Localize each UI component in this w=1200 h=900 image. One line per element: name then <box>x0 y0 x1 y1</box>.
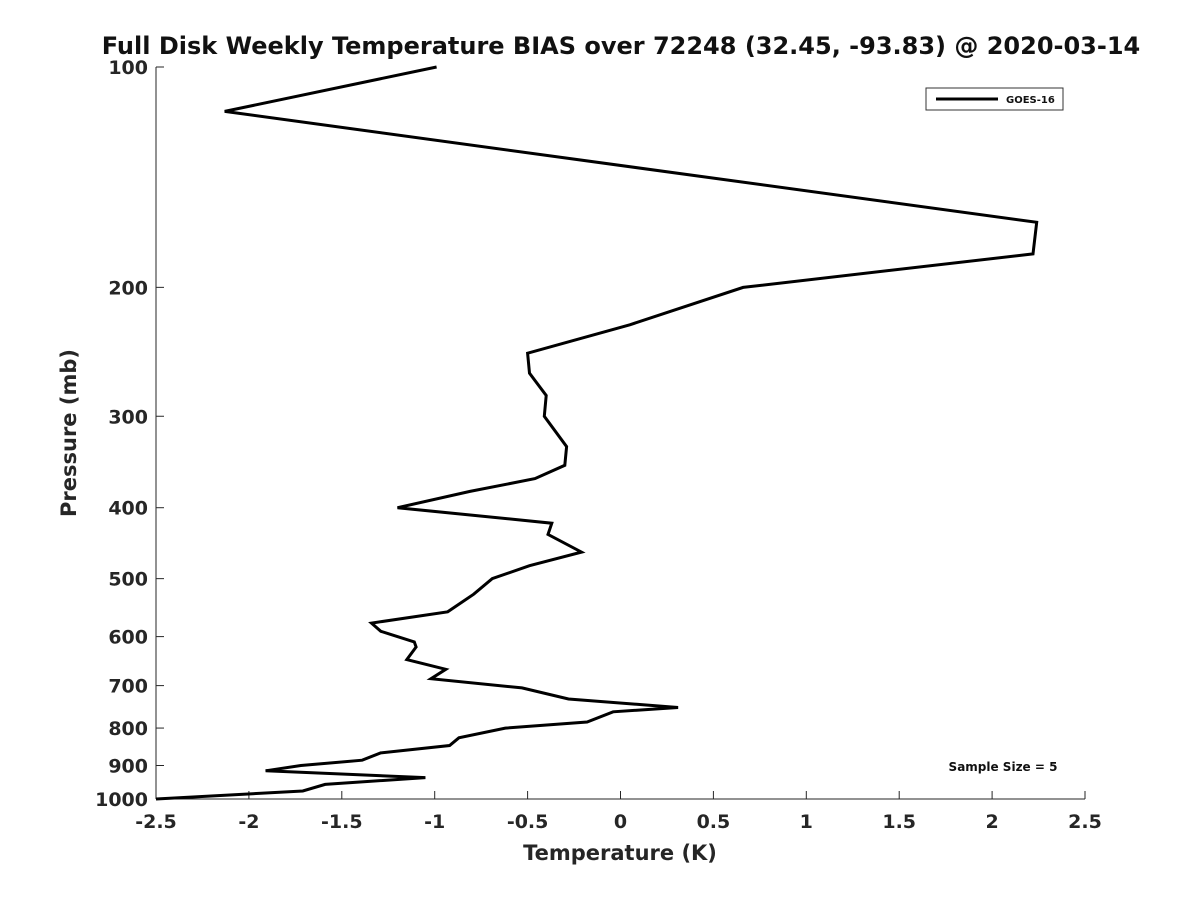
y-tick-label: 200 <box>108 277 148 299</box>
y-tick-label: 1000 <box>95 789 148 811</box>
x-tick-label: 2.5 <box>1068 811 1102 833</box>
series-layer <box>155 65 1039 801</box>
x-tick-label: -2.5 <box>135 811 177 833</box>
legend-label: GOES-16 <box>1006 95 1055 106</box>
x-tick-label: -1 <box>424 811 445 833</box>
y-tick-label: 100 <box>108 57 148 79</box>
x-tick-label: -0.5 <box>507 811 549 833</box>
chart-title: Full Disk Weekly Temperature BIAS over 7… <box>102 32 1141 60</box>
y-tick-label: 500 <box>108 569 148 591</box>
x-tick-label: 1 <box>800 811 813 833</box>
sample-size-annotation: Sample Size = 5 <box>949 760 1058 774</box>
x-axis-label: Temperature (K) <box>523 841 717 865</box>
y-tick-label: 800 <box>108 718 148 740</box>
y-axis-label: Pressure (mb) <box>57 349 81 517</box>
x-tick-label: -2 <box>238 811 259 833</box>
y-tick-label: 700 <box>108 676 148 698</box>
x-tick-label: -1.5 <box>321 811 363 833</box>
y-tick-label: 600 <box>108 627 148 649</box>
plot-area <box>155 67 1085 800</box>
x-tick-label: 0 <box>614 811 627 833</box>
x-tick-label: 0.5 <box>697 811 731 833</box>
y-tick-label: 300 <box>108 406 148 428</box>
legend: GOES-16 <box>925 87 1064 111</box>
y-tick-label: 400 <box>108 498 148 520</box>
y-tick-label: 900 <box>108 756 148 778</box>
y-ticks: 100 200 300 400 500 600 700 800 900 1000 <box>95 57 164 811</box>
x-ticks: -2.5 -2 -1.5 -1 -0.5 0 0.5 1 1.5 2 2.5 <box>135 791 1102 833</box>
series-line-goes-16 <box>155 65 1039 801</box>
x-tick-label: 2 <box>985 811 998 833</box>
x-tick-label: 1.5 <box>882 811 916 833</box>
